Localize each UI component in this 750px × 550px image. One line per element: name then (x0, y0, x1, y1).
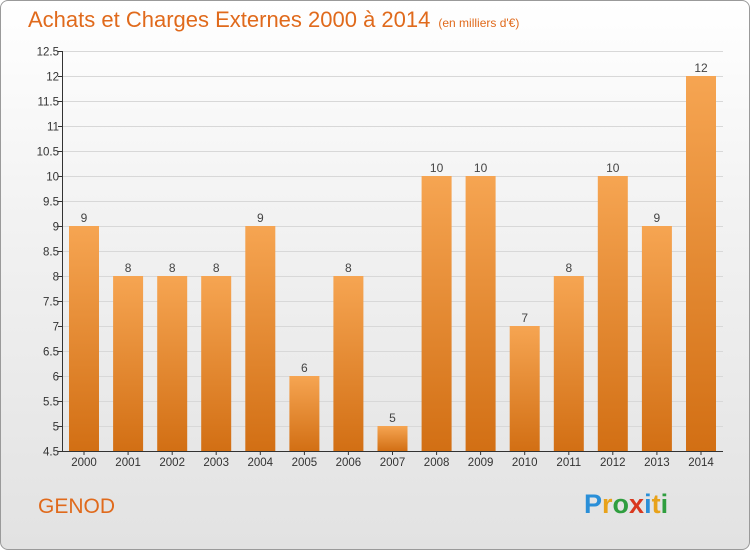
x-tick-label: 2004 (248, 457, 274, 469)
bar (465, 176, 496, 451)
y-tick-label: 7.5 (43, 297, 59, 309)
chart-title-block: Achats et Charges Externes 2000 à 2014 (e… (28, 7, 519, 33)
data-label: 12 (694, 61, 708, 75)
bar (597, 176, 628, 451)
y-tick-label: 5.5 (43, 397, 59, 409)
bar (421, 176, 452, 451)
logo-letter: r (602, 489, 613, 519)
bar (641, 226, 672, 451)
bar (245, 226, 276, 451)
y-tick-label: 4.5 (43, 447, 59, 459)
data-label: 9 (257, 211, 264, 225)
data-label: 10 (474, 161, 488, 175)
logo-letter: x (629, 489, 645, 519)
data-label: 8 (125, 261, 132, 275)
x-tick-label: 2001 (115, 457, 141, 469)
x-tick-label: 2007 (380, 457, 406, 469)
x-tick-label: 2009 (468, 457, 494, 469)
commune-name: GENOD (38, 495, 116, 518)
bar (553, 276, 584, 451)
y-tick-label: 8.5 (43, 247, 59, 259)
y-tick-label: 6 (53, 372, 59, 384)
data-label: 9 (81, 211, 88, 225)
y-tick-label: 11 (47, 122, 59, 134)
data-label: 8 (345, 261, 352, 275)
x-tick-label: 2005 (292, 457, 318, 469)
x-tick-label: 2008 (424, 457, 450, 469)
y-tick-label: 9 (53, 222, 59, 234)
x-tick-label: 2010 (512, 457, 538, 469)
bar (686, 76, 716, 451)
x-tick-label: 2006 (336, 457, 362, 469)
data-label: 5 (389, 411, 396, 425)
bar (201, 276, 232, 451)
y-tick-label: 11.5 (37, 97, 59, 109)
x-tick-label: 2013 (644, 457, 670, 469)
bar (69, 226, 99, 451)
bar (113, 276, 144, 451)
y-tick-label: 12 (46, 72, 59, 84)
x-tick-label: 2014 (688, 457, 714, 469)
y-tick-label: 6.5 (43, 347, 59, 359)
data-labels: 9 8 8 8 9 6 8 5 10 10 7 8 10 9 12 (81, 61, 708, 425)
unit-label: (en milliers d'€) (438, 16, 520, 30)
bar (377, 426, 408, 451)
y-tick-label: 8 (53, 272, 59, 284)
data-label: 8 (565, 261, 572, 275)
logo-letter: o (612, 489, 630, 519)
axes: 4.5 5 5.5 6 6.5 7 7.5 8 8.5 9 9.5 10 10.5 11 11.5 12 12.… (37, 47, 723, 469)
logo-letter: i (644, 489, 652, 519)
data-label: 9 (654, 211, 661, 225)
bars (69, 76, 716, 451)
bar (509, 326, 540, 451)
logo-letter: t (651, 489, 661, 519)
bar (333, 276, 364, 451)
y-tick-label: 7 (53, 322, 59, 334)
y-tick-label: 10 (46, 172, 59, 184)
x-tick-label: 2000 (71, 457, 97, 469)
bar (157, 276, 188, 451)
x-tick-label: 2003 (203, 457, 229, 469)
data-label: 7 (521, 311, 528, 325)
y-tick-label: 9.5 (43, 197, 59, 209)
bar (289, 376, 320, 451)
proxiti-logo: Proxiti (584, 489, 668, 520)
y-tick-label: 5 (53, 422, 59, 434)
data-label: 8 (213, 261, 220, 275)
x-tick-label: 2002 (159, 457, 185, 469)
x-tick-label: 2012 (600, 457, 626, 469)
logo-letter: P (584, 489, 603, 519)
y-tick-label: 10.5 (37, 147, 59, 159)
chart-title: Achats et Charges Externes 2000 à 2014 (28, 7, 431, 32)
x-tick-label: 2011 (556, 457, 581, 469)
logo-letter: i (660, 489, 669, 519)
data-label: 10 (430, 161, 444, 175)
y-tick-label: 12.5 (37, 47, 59, 59)
data-label: 8 (169, 261, 176, 275)
data-label: 10 (606, 161, 620, 175)
data-label: 6 (301, 361, 308, 375)
